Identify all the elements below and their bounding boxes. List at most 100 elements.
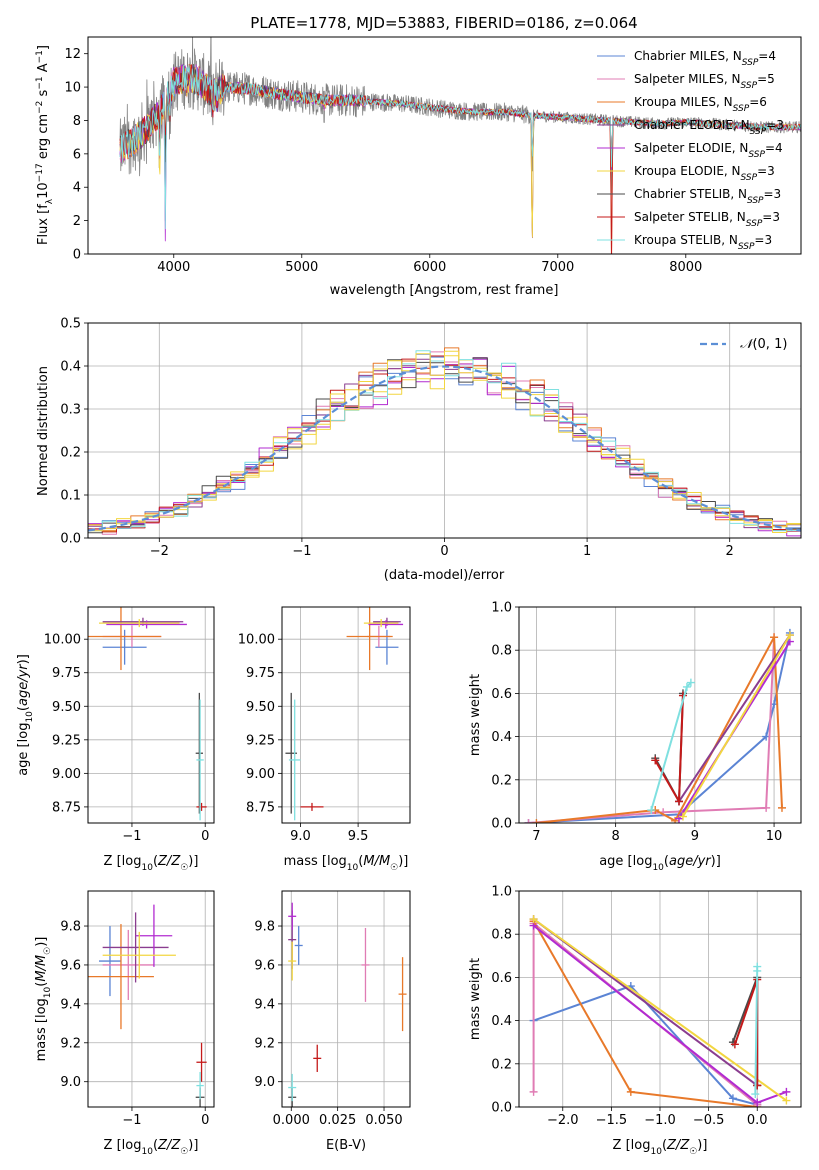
y-tick-label: 1.0	[491, 885, 512, 900]
x-tick-label: 10	[766, 829, 783, 844]
legend-label: Kroupa STELIB, NSSP=3	[634, 233, 772, 252]
weight-marker	[524, 819, 533, 823]
y-tick-label: 2	[73, 214, 81, 229]
y-tick-label: 0.4	[491, 730, 512, 745]
age-vs-Z-axes: −1 0 8.75 9.00 9.25 9.50 9.75 10.00 Z [log10(Z/Z…	[16, 606, 215, 873]
errorbar-point	[196, 1042, 207, 1082]
y-tick-label: 9.00	[246, 767, 275, 782]
x-tick-label: −1.5	[596, 1113, 628, 1128]
x-tick-label: 7	[532, 829, 540, 844]
errorbar-point	[196, 699, 204, 821]
y-tick-label: 9.2	[60, 1036, 81, 1051]
legend-label: Kroupa MILES, NSSP=6	[634, 95, 767, 114]
age-vs-mass-axes: 9.0 9.5 8.75 9.00 9.25 9.50 9.75 10.00 mass [log…	[238, 606, 411, 873]
y-tick-label: 0	[73, 248, 81, 263]
mass-vs-Z-axes-frame: −1 0 9.0 9.2 9.4 9.6 9.8 Z [log10(Z/Z☉)] mass [l…	[34, 890, 215, 1157]
x-tick-label: −1	[122, 1113, 141, 1128]
y-tick-label: 0.4	[60, 360, 81, 375]
weight-vs-Z-axes-grid	[519, 890, 801, 1108]
weight-marker	[730, 1040, 739, 1049]
residual-axes: −2 −1 0 1 2 0.0 0.1 0.2 0.3 0.4 0.5 𝒩(0, 1) (data-mo…	[36, 317, 802, 583]
x-tick-label: 0.000	[273, 1113, 310, 1128]
errorbar-point	[98, 926, 121, 997]
weight-marker	[651, 756, 660, 765]
legend-label: Salpeter MILES, NSSP=5	[634, 72, 775, 91]
y-tick-label: 9.50	[246, 700, 275, 715]
weight-marker	[626, 1087, 635, 1096]
x-tick-label: 7000	[541, 260, 574, 275]
errorbar-point	[102, 912, 169, 983]
weight-marker	[529, 915, 538, 924]
y-tick-label: 0.3	[60, 403, 81, 418]
x-tick-label: 4000	[157, 260, 190, 275]
y-tick-label: 0.8	[491, 644, 512, 659]
y-tick-label: 1.0	[491, 601, 512, 616]
weight-marker	[762, 803, 771, 812]
errorbar-point	[102, 929, 154, 1000]
errorbar-point	[196, 1071, 204, 1100]
y-tick-label: 9.8	[60, 920, 81, 935]
weight-line	[682, 634, 791, 818]
errorbar-point	[346, 607, 393, 671]
y-tick-label: 10.00	[238, 633, 275, 648]
errorbar-point	[195, 692, 204, 814]
weight-marker	[532, 819, 541, 823]
x-tick-label: −2	[150, 544, 169, 559]
errorbar-point	[288, 941, 297, 981]
weight-marker	[728, 1094, 737, 1103]
y-tick-label: 0.6	[491, 687, 512, 702]
weight-marker	[678, 812, 687, 821]
weight-vs-age-axes-plot-area	[524, 628, 794, 823]
mass-vs-ebv-axes: 0.000 0.025 0.050 9.0 9.2 9.4 9.6 9.8 E(B-V)	[254, 890, 411, 1153]
mass-vs-Z-x-label: Z [log10(Z/Z☉)]	[104, 1138, 199, 1157]
weight-marker	[529, 1087, 538, 1096]
y-tick-label: 0.2	[491, 1057, 512, 1072]
weight-marker	[782, 1087, 791, 1096]
mass-vs-Z-axes-grid	[88, 891, 214, 1107]
residual-axes-plot-area	[88, 347, 801, 537]
errorbar-point	[313, 1044, 322, 1072]
y-tick-label: 10	[64, 81, 81, 96]
y-tick-label: 0.2	[60, 446, 81, 461]
y-tick-label: 6	[73, 147, 81, 162]
y-tick-label: 9.2	[254, 1036, 275, 1051]
spectrum-axes-frame: 4000 5000 6000 7000 8000 0 2 4 6 8 10 12 Chabrier MI…	[35, 36, 802, 298]
x-tick-label: −1.0	[644, 1113, 676, 1128]
weight-line	[533, 985, 758, 1106]
weight-marker	[753, 1098, 762, 1107]
legend-label: Salpeter ELODIE, NSSP=4	[634, 141, 783, 160]
errorbar-point	[288, 699, 301, 821]
residual-legend: 𝒩(0, 1)	[700, 337, 787, 352]
mass-vs-Z-axes: −1 0 9.0 9.2 9.4 9.6 9.8 Z [log10(Z/Z☉)] mass [l…	[34, 890, 215, 1157]
errorbar-point	[361, 927, 370, 1002]
y-tick-label: 0.8	[491, 928, 512, 943]
errorbar-point	[135, 904, 173, 967]
errorbar-point	[398, 957, 407, 1032]
x-tick-label: 9.5	[348, 829, 369, 844]
age-vs-mass-axes-grid	[282, 607, 410, 823]
y-tick-label: 0.2	[491, 773, 512, 788]
mass-vs-ebv-axes-plot-area	[288, 902, 407, 1107]
y-tick-label: 8	[73, 114, 81, 129]
axes-frame	[281, 606, 411, 824]
weight-line	[528, 632, 791, 823]
weight-vs-Z-x-label: Z [log10(Z/Z☉)]	[613, 1138, 708, 1157]
errorbar-point	[88, 924, 154, 1030]
residual-x-label: (data-model)/error	[384, 568, 505, 583]
errorbar-point	[102, 629, 147, 665]
errorbar-point	[294, 926, 303, 965]
x-tick-label: 2	[726, 544, 734, 559]
weight-vs-Z-axes-frame: −2.0 −1.5 −1.0 −0.5 0.0 0.0 0.2 0.4 0.6 0.8 1.0 Z […	[468, 885, 802, 1157]
weight-vs-age-axes-frame: 7 8 9 10 0.0 0.2 0.4 0.6 0.8 1.0 age [log10(age/yr…	[468, 601, 802, 873]
axes-frame	[87, 322, 802, 539]
x-tick-label: 0.050	[365, 1113, 402, 1128]
spectrum-model-line	[119, 64, 801, 230]
y-tick-label: 9.75	[52, 666, 81, 681]
weight-marker	[777, 803, 786, 812]
residual-axes-frame: −2 −1 0 1 2 0.0 0.1 0.2 0.3 0.4 0.5 𝒩(0, 1) (data-mo…	[36, 317, 802, 583]
axes-frame	[87, 890, 215, 1108]
y-tick-label: 0.6	[491, 971, 512, 986]
age-vs-mass-axes-plot-area	[285, 607, 404, 821]
y-tick-label: 4	[73, 181, 81, 196]
